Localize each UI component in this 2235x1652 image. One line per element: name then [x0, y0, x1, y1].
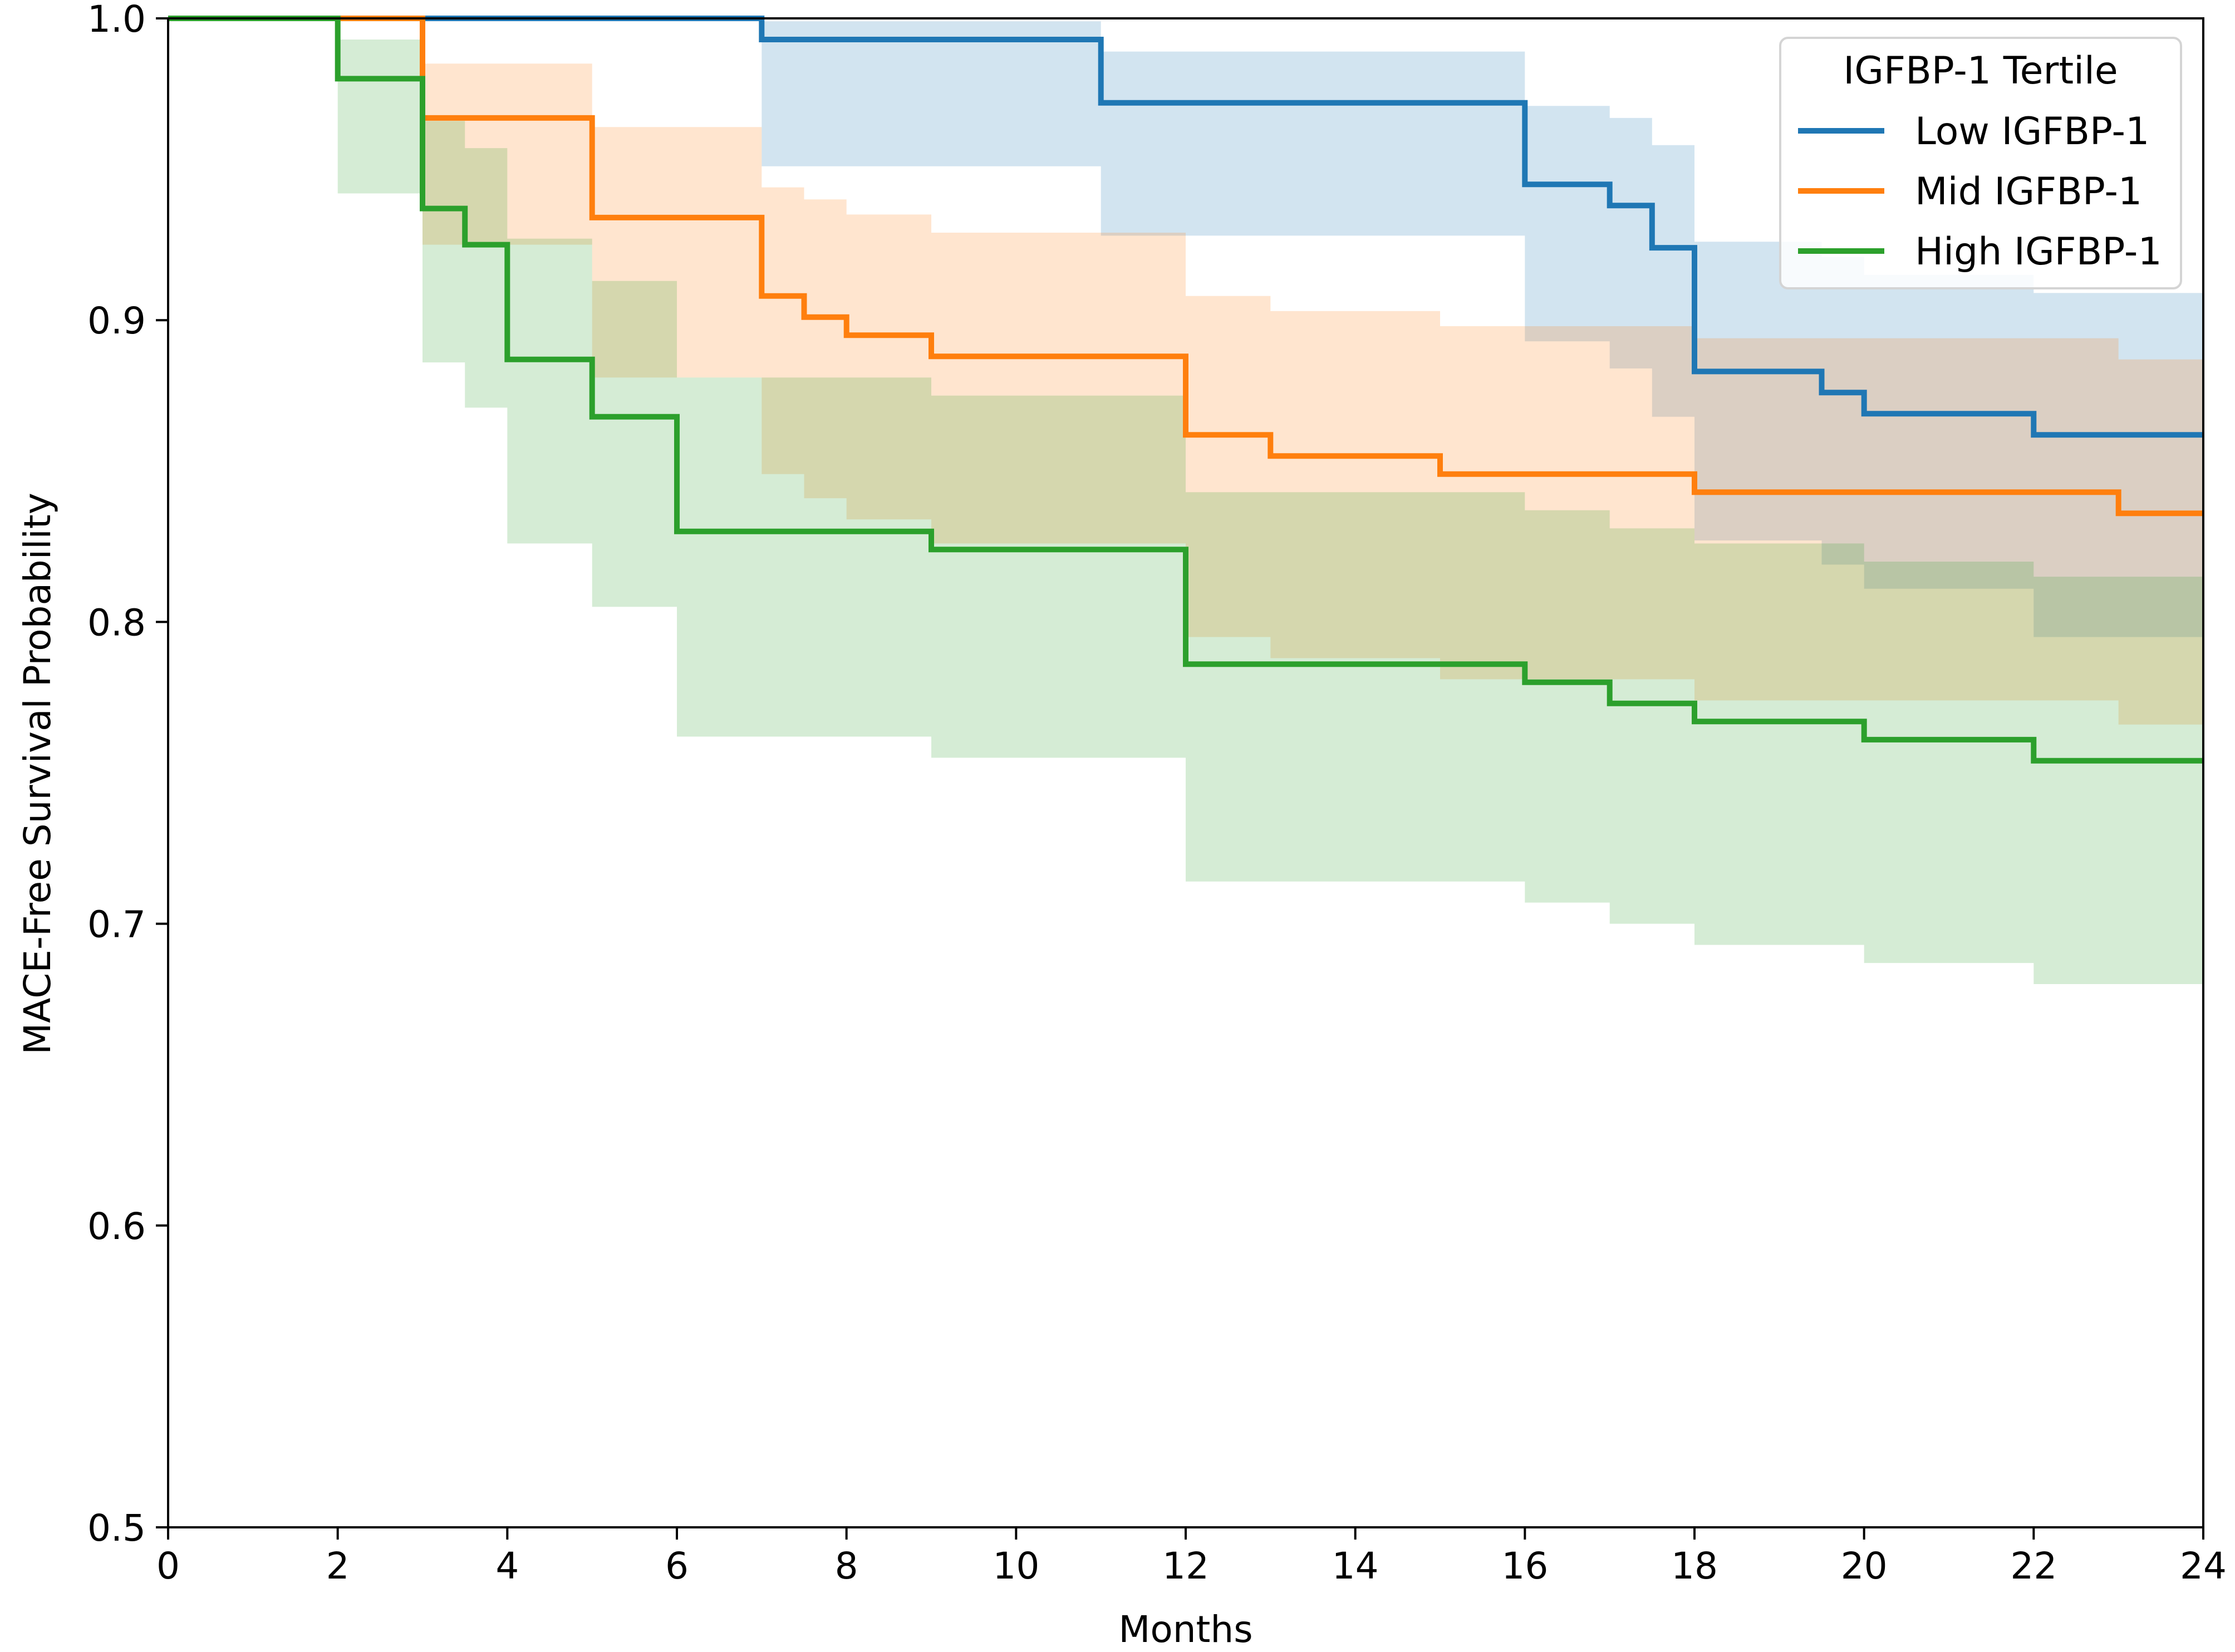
- x-tick-label: 2: [326, 1545, 350, 1587]
- low-igfbp-1-legend-label: Low IGFBP-1: [1915, 110, 2149, 154]
- y-tick-label: 0.8: [87, 601, 146, 644]
- high-igfbp-1-survival-line: [168, 16, 2203, 764]
- legend: IGFBP-1 Tertile Low IGFBP-1 Mid IGFBP-1 Hi…: [1779, 37, 2182, 289]
- x-tick-label: 8: [835, 1545, 858, 1587]
- mid-igfbp-1-survival-line: [168, 16, 2203, 517]
- survival-lines: [168, 16, 2203, 764]
- x-axis-label: Months: [1118, 1608, 1252, 1651]
- legend-box: [1779, 37, 2182, 289]
- y-tick-label: 1.0: [87, 0, 146, 41]
- x-tick-label: 4: [495, 1545, 519, 1587]
- legend-entries: Low IGFBP-1 Mid IGFBP-1 High IGFBP-1: [1798, 110, 2162, 274]
- x-tick-label: 22: [2010, 1545, 2057, 1587]
- mid-igfbp-1-legend-label: Mid IGFBP-1: [1915, 170, 2142, 214]
- high-igfbp-1-legend-label: High IGFBP-1: [1915, 230, 2162, 274]
- x-tick-label: 6: [665, 1545, 689, 1587]
- x-tick-label: 24: [2180, 1545, 2227, 1587]
- y-tick-label: 0.5: [87, 1507, 146, 1550]
- y-tick-label: 0.9: [87, 299, 146, 342]
- y-axis-label: MACE-Free Survival Probability: [16, 493, 59, 1055]
- x-tick-label: 0: [156, 1545, 180, 1587]
- x-axis-ticks: 0 2 4 6 8 10 12 14 16 18 20 22 24: [156, 1527, 2227, 1587]
- low-igfbp-1-survival-line: [168, 16, 2203, 438]
- x-tick-label: 10: [993, 1545, 1039, 1587]
- y-tick-label: 0.7: [87, 903, 146, 946]
- x-tick-label: 20: [1841, 1545, 1888, 1587]
- y-axis-ticks: 0.5 0.6 0.7 0.8 0.9 1.0: [87, 0, 168, 1550]
- high-igfbp-1-ci-band: [168, 18, 2203, 984]
- x-tick-label: 18: [1671, 1545, 1718, 1587]
- x-tick-label: 14: [1332, 1545, 1379, 1587]
- x-tick-label: 12: [1162, 1545, 1209, 1587]
- x-tick-label: 16: [1501, 1545, 1548, 1587]
- y-tick-label: 0.6: [87, 1205, 146, 1248]
- legend-title: IGFBP-1 Tertile: [1843, 49, 2118, 93]
